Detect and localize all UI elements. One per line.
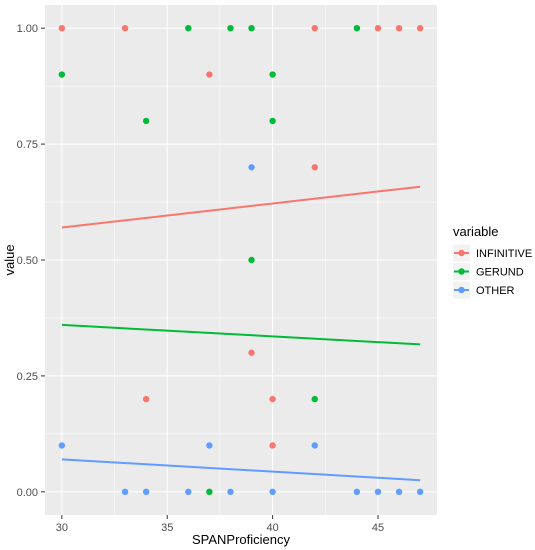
data-point-gerund [227,24,234,32]
data-point-gerund [311,395,318,403]
data-point-infinitive [269,442,276,449]
data-point-gerund [248,256,255,264]
data-points [58,24,424,496]
legend-title: variable [453,224,499,239]
y-tick-label: 1.00 [17,23,38,35]
trend-line-infinitive [61,185,421,229]
data-point-infinitive [311,164,318,171]
legend-key-point [458,268,465,275]
data-point-infinitive [416,24,424,32]
legend-key-point [458,286,465,294]
data-point-gerund [185,24,192,32]
data-point-other [416,488,424,496]
data-point-infinitive [374,24,382,32]
data-point-gerund [58,71,66,78]
y-tick-label: 0.25 [17,371,38,383]
data-point-gerund [248,24,255,32]
major-grid [45,5,437,515]
data-point-other [395,488,403,496]
legend-items: INFINITIVE GERUND OTHER [453,244,532,299]
data-point-infinitive [142,395,150,403]
legend: variable INFINITIVE GERUND OTHER [453,224,532,299]
trend-line-gerund [61,323,421,346]
data-point-gerund [269,71,276,78]
y-axis-title: value [2,244,17,275]
data-point-other [248,164,255,171]
data-point-infinitive [248,349,255,356]
x-axis: 30 35 40 45 [56,515,384,534]
y-axis: 0.00 0.25 0.50 0.75 1.00 [17,23,45,499]
data-point-other [269,488,276,496]
data-point-other [206,442,213,449]
data-point-infinitive [58,24,66,32]
data-point-infinitive [311,24,318,32]
data-point-gerund [353,24,361,32]
data-point-infinitive [269,395,276,403]
x-tick-label: 35 [161,522,173,534]
data-point-other [58,442,66,449]
x-tick-label: 45 [372,522,384,534]
data-point-gerund [142,117,150,125]
data-point-other [121,488,129,496]
data-point-other [311,442,318,449]
legend-label-gerund: GERUND [476,267,524,279]
data-point-other [374,488,382,496]
y-tick-label: 0.75 [17,139,38,151]
legend-label-other: OTHER [476,285,515,297]
x-axis-title: SPANProficiency [192,532,291,547]
x-tick-label: 40 [266,522,278,534]
trend-lines [61,185,421,482]
legend-key-point [458,249,465,257]
data-point-other [227,488,234,496]
y-tick-label: 0.00 [17,487,38,499]
data-point-infinitive [395,24,403,32]
data-point-infinitive [121,24,129,32]
data-point-other [142,488,150,496]
data-point-gerund [206,488,213,496]
legend-label-infinitive: INFINITIVE [476,248,532,260]
data-point-gerund [269,117,276,125]
data-point-other [353,488,361,496]
data-point-infinitive [206,71,213,78]
y-tick-label: 0.50 [17,255,38,267]
trend-line-other [61,458,421,482]
x-tick-label: 30 [56,522,68,534]
data-point-other [185,488,192,496]
